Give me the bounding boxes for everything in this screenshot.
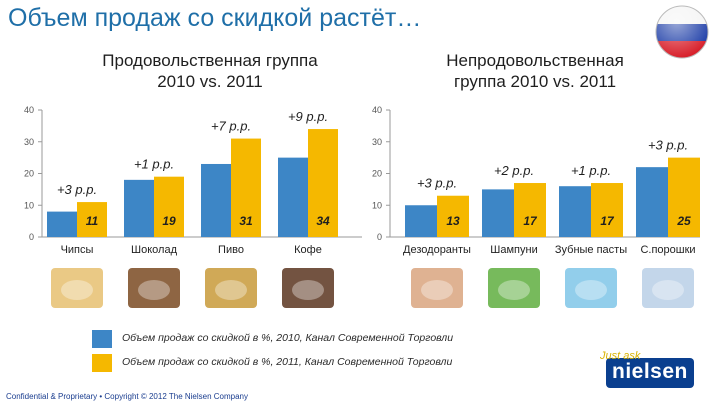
- data-label-2011: 19: [162, 214, 176, 228]
- y-tick-label: 10: [372, 200, 382, 210]
- change-label: +9 р.р.: [288, 109, 328, 124]
- deodorant-photo-icon: [411, 268, 463, 308]
- data-label-2011: 13: [446, 214, 460, 228]
- category-label: Шампуни: [490, 244, 537, 256]
- y-tick-label: 0: [29, 232, 34, 242]
- footer-copyright: Confidential & Proprietary • Copyright ©…: [6, 392, 249, 401]
- y-tick-label: 0: [377, 232, 382, 242]
- bar-2011: [154, 176, 184, 237]
- change-label: +7 р.р.: [211, 119, 251, 134]
- brand-tagline: Just ask: [600, 350, 641, 362]
- data-label-2011: 31: [239, 214, 253, 228]
- change-label: +3 р.р.: [648, 138, 688, 153]
- bar-2011: [77, 202, 107, 237]
- category-label: Чипсы: [61, 244, 94, 256]
- data-label-2011: 11: [86, 214, 99, 228]
- food-subtitle-line2: 2010 vs. 2011: [157, 72, 263, 91]
- bar-2010: [47, 211, 77, 237]
- coffee-photo-icon: [282, 268, 334, 308]
- bar-2010: [124, 179, 154, 237]
- data-label-2011: 17: [523, 214, 538, 228]
- brand-name: nielsen: [612, 360, 688, 383]
- detergent-photo-icon: [642, 268, 694, 308]
- y-tick-label: 20: [372, 169, 382, 179]
- bar-2011: [514, 183, 546, 237]
- nielsen-logo: Just ask nielsen: [598, 350, 698, 390]
- category-label: Пиво: [218, 244, 244, 256]
- data-label-2011: 25: [676, 214, 691, 228]
- change-label: +1 р.р.: [571, 163, 611, 178]
- food-subtitle-line1: Продовольственная группа: [102, 51, 318, 70]
- bar-2011: [668, 157, 700, 237]
- nonfood-subtitle-line1: Непродовольственная: [446, 51, 624, 70]
- bar-2010: [201, 163, 231, 237]
- bar-2010: [636, 167, 668, 237]
- y-tick-label: 20: [24, 169, 34, 179]
- y-tick-label: 40: [24, 105, 34, 115]
- change-label: +1 р.р.: [134, 157, 174, 172]
- data-label-2011: 34: [316, 214, 330, 228]
- bar-2010: [559, 186, 591, 237]
- category-label: Дезодоранты: [403, 244, 471, 256]
- bar-2010: [482, 189, 514, 237]
- bar-2010: [405, 205, 437, 237]
- legend-label-2011: Объем продаж со скидкой в %, 2011, Канал…: [122, 356, 453, 368]
- legend-swatch-2010: [92, 330, 112, 348]
- data-label-2011: 17: [600, 214, 615, 228]
- category-label: С.порошки: [640, 244, 695, 256]
- bar-2011: [308, 129, 338, 237]
- nonfood-chart-subtitle: Непродовольственная группа 2010 vs. 2011: [395, 50, 675, 92]
- chips-photo-icon: [51, 268, 103, 308]
- legend-label-2010: Объем продаж со скидкой в %, 2010, Канал…: [122, 332, 454, 344]
- toothpaste-photo-icon: [565, 268, 617, 308]
- legend-swatch-2011: [92, 354, 112, 372]
- page-title: Объем продаж со скидкой растёт…: [8, 4, 422, 32]
- change-label: +3 р.р.: [57, 182, 97, 197]
- change-label: +2 р.р.: [494, 163, 534, 178]
- beer-photo-icon: [205, 268, 257, 308]
- bar-2011: [591, 183, 623, 237]
- change-label: +3 р.р.: [417, 176, 457, 191]
- y-tick-label: 30: [372, 137, 382, 147]
- category-label: Зубные пасты: [555, 244, 627, 256]
- bar-2010: [278, 157, 308, 237]
- chocolate-photo-icon: [128, 268, 180, 308]
- food-chart-subtitle: Продовольственная группа 2010 vs. 2011: [60, 50, 360, 92]
- russia-flag-icon: [655, 5, 709, 59]
- bar-2011: [437, 195, 469, 237]
- category-label: Шоколад: [131, 244, 178, 256]
- bar-2011: [231, 138, 261, 237]
- shampoo-photo-icon: [488, 268, 540, 308]
- y-tick-label: 30: [24, 137, 34, 147]
- category-label: Кофе: [294, 244, 322, 256]
- nonfood-subtitle-line2: группа 2010 vs. 2011: [453, 72, 617, 91]
- y-tick-label: 40: [372, 105, 382, 115]
- nielsen-logo-badge: [606, 358, 694, 388]
- y-tick-label: 10: [24, 200, 34, 210]
